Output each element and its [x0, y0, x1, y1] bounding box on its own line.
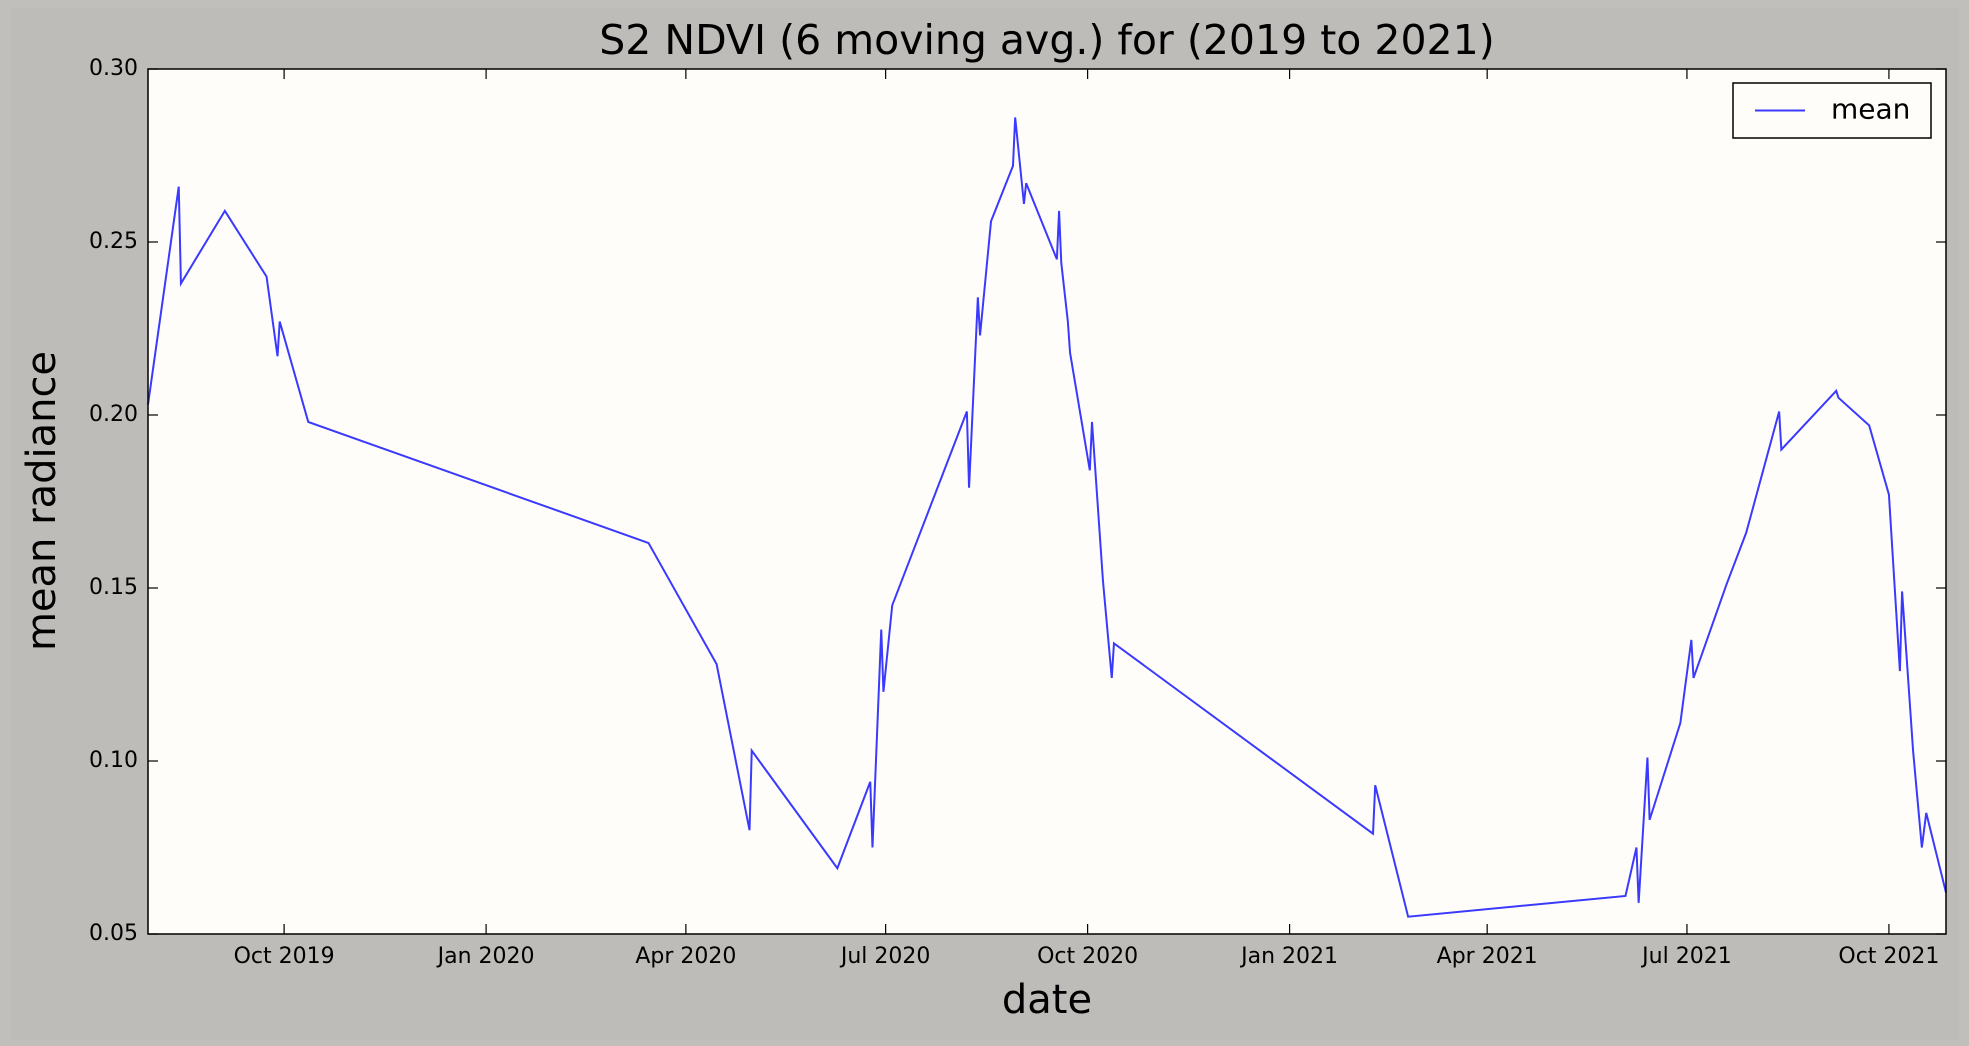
y-tick-label: 0.25 — [89, 229, 138, 254]
x-tick-label: Oct 2020 — [1037, 944, 1138, 969]
plot-area — [148, 69, 1946, 934]
y-tick-label: 0.15 — [89, 575, 138, 600]
y-tick-label: 0.05 — [89, 921, 138, 946]
plot-frame — [147, 68, 1947, 935]
x-tick-label: Jan 2021 — [1239, 944, 1338, 969]
y-axis-label: mean radiance — [19, 351, 65, 651]
x-tick-label: Apr 2020 — [635, 944, 736, 969]
x-tick-label: Oct 2019 — [234, 944, 335, 969]
x-tick-label: Apr 2021 — [1437, 944, 1538, 969]
y-tick-label: 0.30 — [89, 56, 138, 81]
chart-title: S2 NDVI (6 moving avg.) for (2019 to 202… — [599, 16, 1494, 64]
x-tick-label: Jul 2020 — [839, 944, 931, 969]
x-tick-label: Jul 2021 — [1640, 944, 1732, 969]
legend-label: mean — [1831, 93, 1910, 126]
x-tick-label: Oct 2021 — [1838, 944, 1939, 969]
y-tick-label: 0.10 — [89, 748, 138, 773]
data-line — [147, 117, 1947, 918]
x-axis-label: date — [1002, 977, 1092, 1023]
y-tick-label: 0.20 — [89, 402, 138, 427]
x-tick-label: Jan 2020 — [436, 944, 535, 969]
legend-box — [1732, 82, 1932, 139]
